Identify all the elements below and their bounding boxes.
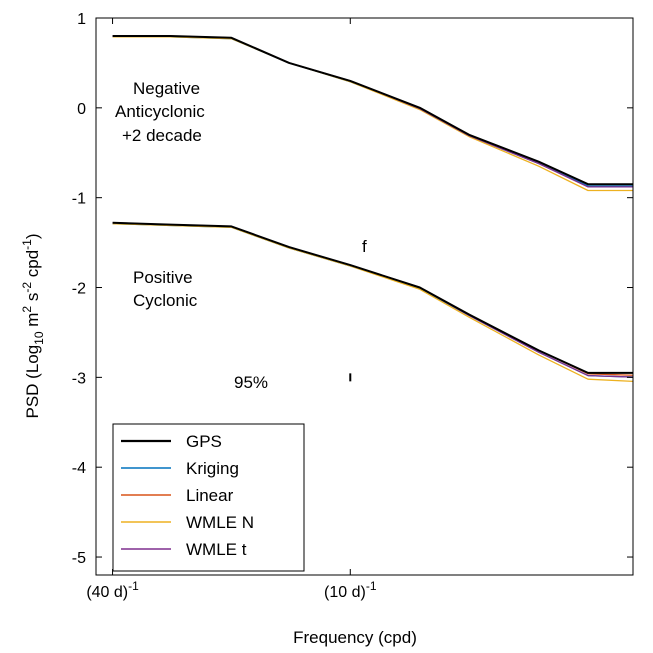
y-tick-label-0: 1 [77, 11, 86, 28]
y-tick-label-4: -3 [72, 370, 86, 387]
legend: GPS Kriging Linear WMLE N WMLE t [112, 423, 305, 572]
series-gps-negative [112, 35, 633, 186]
annotation-negative-line2: Anticyclonic [115, 102, 205, 121]
legend-label-wmle-t: WMLE t [186, 540, 247, 559]
annotation-positive-line2: Cyclonic [133, 291, 198, 310]
y-tick-label-6: -5 [72, 550, 86, 567]
series-wmle-n-negative [112, 36, 633, 192]
series-wmle-n-positive [112, 223, 633, 382]
annotation-positive-line1: Positive [133, 268, 193, 287]
x-tick-label-1: (10 d)-1 [324, 579, 377, 601]
legend-label-gps: GPS [186, 432, 222, 451]
series-gps-positive [112, 221, 633, 374]
x-axis-ticks: (40 d)-1(10 d)-1(1 d)-1(12 hr)-1(6 hr)-1… [86, 18, 377, 601]
inertial-frequency-label: f [362, 237, 367, 256]
x-tick-label-0: (40 d)-1 [86, 579, 139, 601]
y-tick-label-1: 0 [77, 101, 86, 118]
confidence-label: 95% [234, 373, 268, 392]
legend-label-wmle-n: WMLE N [186, 513, 254, 532]
y-axis-label: PSD (Log10 m2 s-2 cpd-1) [20, 233, 46, 418]
x-axis-label: Frequency (cpd) [293, 628, 417, 647]
series-wmle-t-negative [112, 35, 633, 188]
y-tick-label-3: -2 [72, 281, 86, 298]
annotation-negative-line1: Negative [133, 79, 200, 98]
legend-label-linear: Linear [186, 486, 234, 505]
series-lines [112, 35, 633, 382]
legend-box [112, 423, 305, 572]
y-tick-label-2: -1 [72, 191, 86, 208]
annotation-negative-line3: +2 decade [122, 126, 202, 145]
y-axis-ticks: 1 0 -1 -2 -3 -4 -5 [72, 11, 633, 567]
plot-frame [95, 17, 634, 576]
y-tick-label-5: -4 [72, 460, 86, 477]
series-linear-positive [112, 222, 633, 376]
legend-label-kriging: Kriging [186, 459, 239, 478]
